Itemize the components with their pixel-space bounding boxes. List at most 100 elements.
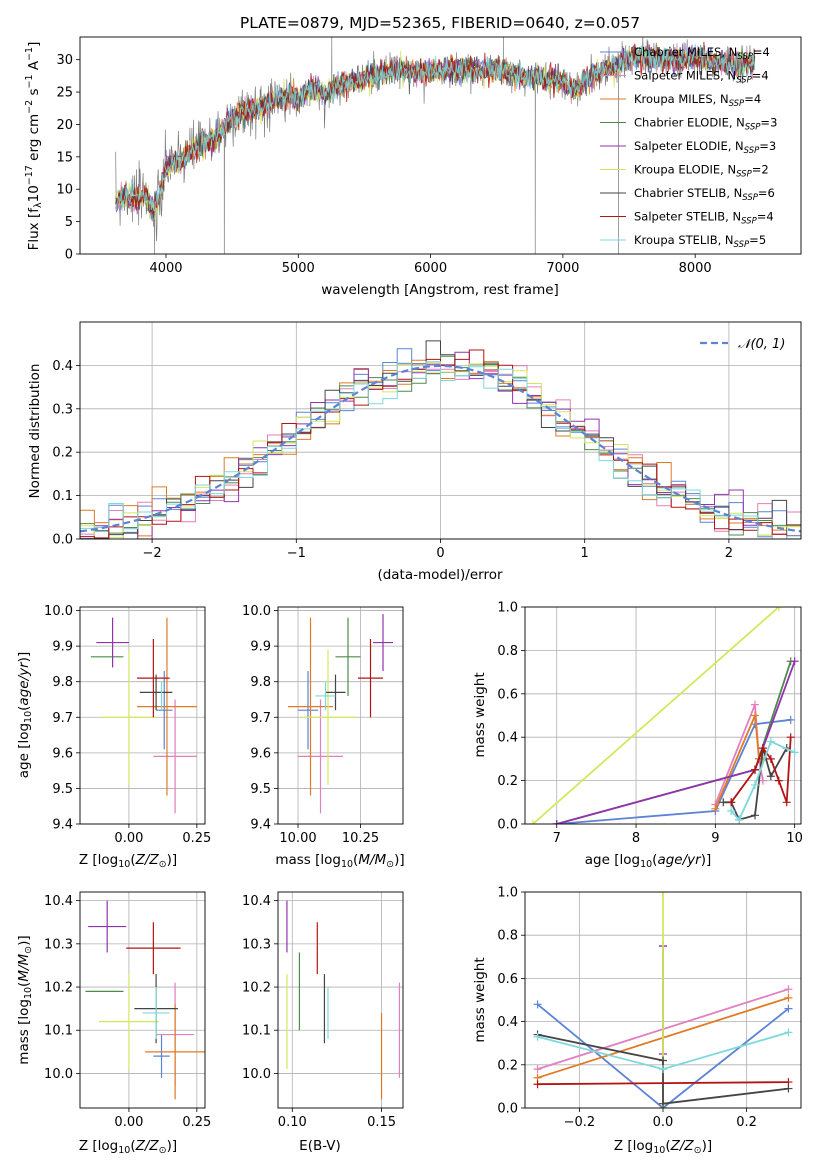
residual-xlabel: (data-model)/error xyxy=(377,567,503,583)
errorbar-salpeter-miles xyxy=(298,699,343,814)
mass-vs-z-ylabel: mass [log10(M/M⊙)] xyxy=(16,935,34,1064)
y-tick-label: 15 xyxy=(56,150,73,165)
y-tick-label: 9.7 xyxy=(52,711,73,726)
marker-point xyxy=(784,1028,793,1037)
marker-point xyxy=(552,820,561,824)
y-tick-label: 10.4 xyxy=(44,894,73,909)
marker-point xyxy=(735,815,744,824)
legend-entry-chabrier-stelib: Chabrier STELIB, NSSP=6 xyxy=(634,186,775,203)
marker-point xyxy=(711,804,720,813)
marker-point xyxy=(790,657,799,666)
marker-point xyxy=(774,607,783,611)
series-kroupa-elodie xyxy=(528,607,783,824)
series-kroupa-stelib xyxy=(727,737,799,824)
spectrum-plot: 4000 5000 6000 7000 8000 0 5 10 15 20 25 30 Chabrier… xyxy=(56,36,802,276)
marker-point xyxy=(528,820,537,824)
axes-frame xyxy=(524,891,802,1109)
marker-point xyxy=(786,715,795,724)
marker-point xyxy=(790,748,799,757)
y-tick-label: 0.3 xyxy=(52,402,73,417)
mass_weight_vs_age-marks xyxy=(528,607,799,824)
y-tick-label: 9.9 xyxy=(52,640,73,655)
age-vs-mass-plot: 10.00 10.25 9.4 9.5 9.6 9.7 9.8 9.9 10.0 xyxy=(242,604,404,846)
errorbar-kroupa-stelib xyxy=(315,681,336,711)
y-tick-label: 9.6 xyxy=(52,746,73,761)
mass-vs-z-xlabel: Z [log10(Z/Z⊙)] xyxy=(79,1138,177,1156)
x-tick-label: 0.15 xyxy=(367,1115,396,1130)
axes-frame xyxy=(277,891,404,1109)
y-tick-label: 20 xyxy=(56,118,73,133)
series-salpeter-stelib xyxy=(533,1078,793,1089)
y-tick-label: 10.0 xyxy=(242,1067,271,1082)
spectrum-title: PLATE=0879, MJD=52365, FIBERID=0640, z=0… xyxy=(240,14,640,32)
spectrum-panel: PLATE=0879, MJD=52365, FIBERID=0640, z=0… xyxy=(24,14,802,298)
errorbar-chabrier-miles xyxy=(153,1034,170,1078)
errorbar-chabrier-miles xyxy=(156,671,173,750)
age-vs-z-panel: 0.00 0.25 9.4 9.5 9.6 9.7 9.8 9.9 10.0 Z [log10(… xyxy=(16,604,211,870)
marker-point xyxy=(659,1065,667,1074)
x-tick-label: 0 xyxy=(436,546,444,561)
y-tick-label: 0.2 xyxy=(52,446,73,461)
marker-point xyxy=(784,1078,793,1087)
marker-point xyxy=(659,892,667,896)
y-tick-label: 9.7 xyxy=(250,711,271,726)
legend-entry-kroupa-elodie: Kroupa ELODIE, NSSP=2 xyxy=(634,163,769,180)
histogram-kroupa-stelib xyxy=(80,361,801,539)
x-tick-label: −1 xyxy=(287,546,306,561)
normal-reference-curve xyxy=(80,364,801,533)
age_vs_Z-marks xyxy=(90,617,197,814)
mass-vs-ebv-xlabel: E(B-V) xyxy=(299,1138,341,1154)
y-tick-label: 9.4 xyxy=(250,818,271,833)
y-tick-label: 0.4 xyxy=(497,731,518,746)
legend-entry-salpeter-stelib: Salpeter STELIB, NSSP=4 xyxy=(634,210,774,227)
legend-entry-salpeter-elodie: Salpeter ELODIE, NSSP=3 xyxy=(634,139,776,156)
marker-point xyxy=(766,754,775,763)
x-tick-label: −2 xyxy=(143,546,162,561)
axes-frame xyxy=(79,891,206,1109)
marker-point xyxy=(786,733,795,742)
x-tick-label: 2 xyxy=(725,546,733,561)
x-tick-label: 10.00 xyxy=(279,831,316,846)
x-tick-label: 0.00 xyxy=(114,1115,143,1130)
marker-point xyxy=(533,1080,542,1089)
marker-point xyxy=(758,744,767,753)
errorbar-salpeter-miles xyxy=(153,699,197,814)
errorbar-salpeter-stelib xyxy=(126,922,181,975)
y-tick-label: 25 xyxy=(56,86,73,101)
y-tick-label: 0.8 xyxy=(497,929,518,944)
axes-frame xyxy=(277,606,404,825)
y-tick-label: 0.4 xyxy=(52,359,73,374)
marker-point xyxy=(727,798,736,807)
x-tick-label: 0.25 xyxy=(182,831,211,846)
marker-point xyxy=(659,1099,667,1108)
residuals-marks xyxy=(80,340,801,539)
y-tick-label: 10.0 xyxy=(242,604,271,619)
y-tick-label: 9.8 xyxy=(52,675,73,690)
y-tick-label: 10.1 xyxy=(242,1024,271,1039)
residual-ylabel: Normed distribution xyxy=(27,364,43,499)
errorbar-salpeter-stelib xyxy=(137,639,170,718)
errorbar-chabrier-miles xyxy=(298,671,318,750)
mass_weight_vs_Z-marks xyxy=(533,892,793,1108)
y-tick-label: 0.6 xyxy=(497,687,518,702)
legend-entry-chabrier-miles: Chabrier MILES, NSSP=4 xyxy=(634,45,770,62)
x-tick-label: 0.00 xyxy=(114,831,143,846)
weight-vs-z-ylabel: mass weight xyxy=(472,957,488,1042)
model-spectrum-kroupa-stelib xyxy=(115,43,756,212)
legend-entry-kroupa-stelib: Kroupa STELIB, NSSP=5 xyxy=(634,233,766,250)
marker-point xyxy=(719,798,728,807)
age-vs-mass-panel: 10.00 10.25 9.4 9.5 9.6 9.7 9.8 9.9 10.0 mass [l… xyxy=(242,604,405,870)
x-tick-label: 1 xyxy=(581,546,589,561)
spectrum-legend: Chabrier MILES, NSSP=4 Salpeter MILES, NS… xyxy=(600,45,777,250)
errorbar-kroupa-stelib xyxy=(142,987,170,1039)
mass-vs-z-plot: 0.00 0.25 10.0 10.1 10.2 10.3 10.4 xyxy=(44,891,211,1130)
age-vs-mass-xlabel: mass [log10(M/M⊙)] xyxy=(275,852,404,870)
y-tick-label: 0.0 xyxy=(497,1102,518,1117)
x-tick-label: 10 xyxy=(786,831,803,846)
x-tick-label: 9 xyxy=(711,831,719,846)
series-kroupa-stelib xyxy=(533,1028,793,1074)
marker-point xyxy=(751,765,759,774)
marker-point xyxy=(751,780,759,789)
errorbar-kroupa-miles xyxy=(137,617,197,796)
